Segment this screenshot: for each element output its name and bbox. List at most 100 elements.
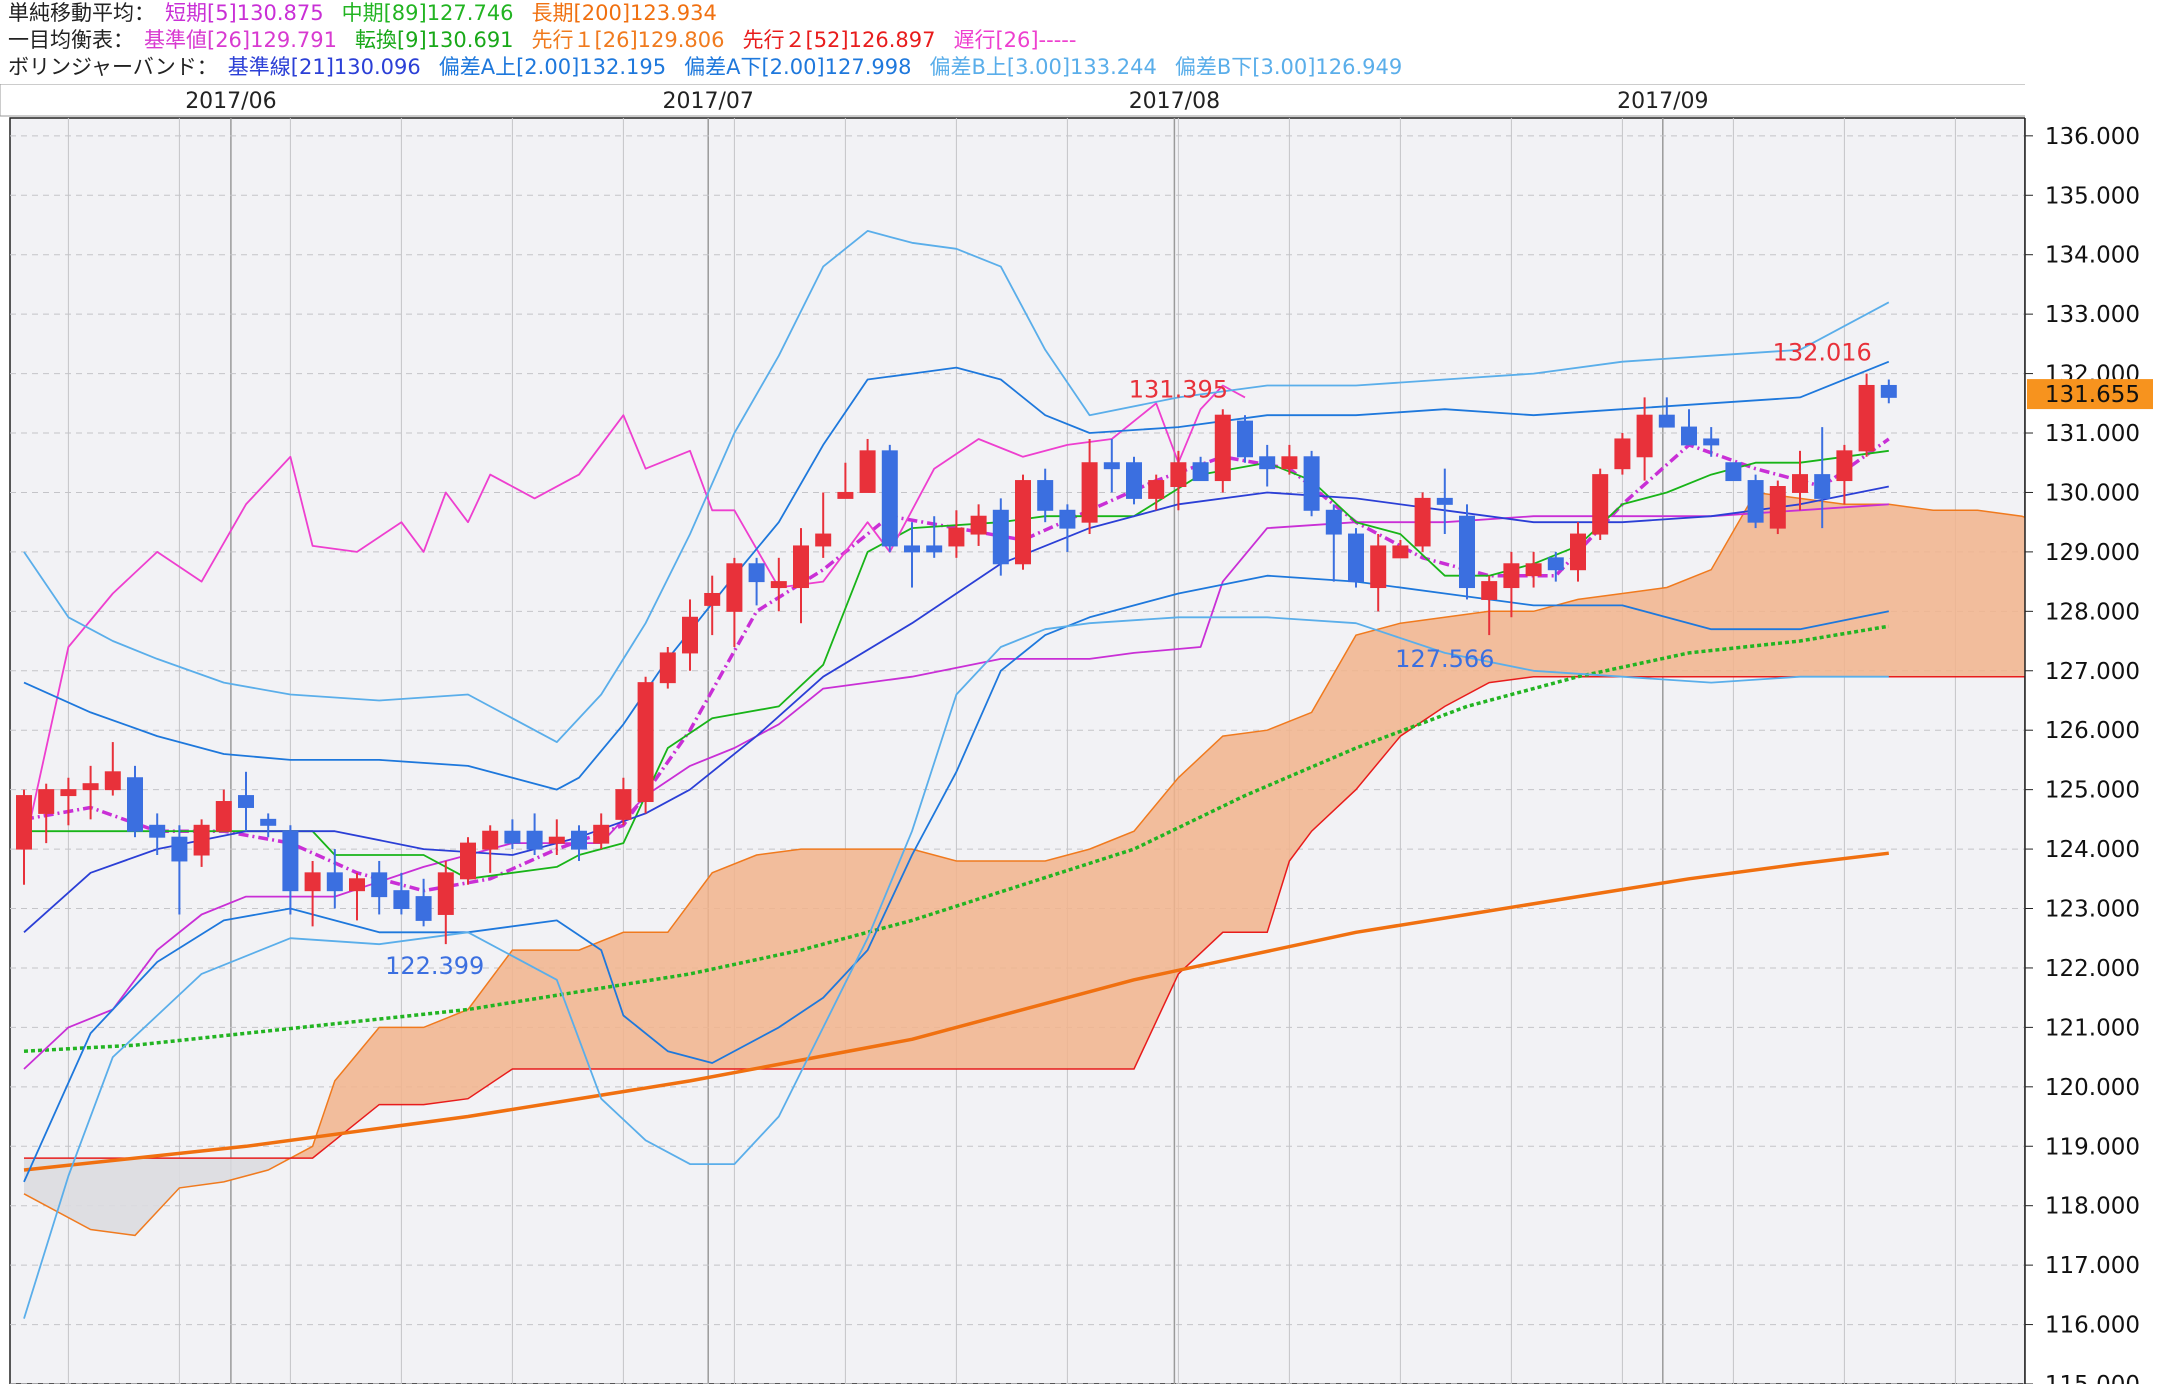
candle[interactable] [1459, 504, 1475, 600]
candle[interactable] [815, 492, 832, 558]
price-axis-bg [2025, 84, 2160, 1384]
candle[interactable] [215, 789, 232, 832]
candle[interactable] [149, 813, 166, 856]
series-line [23, 230, 1890, 743]
candle-body [1459, 515, 1475, 589]
candle[interactable] [1392, 540, 1409, 559]
candle[interactable] [371, 860, 388, 915]
candle[interactable] [948, 510, 965, 558]
candle[interactable] [460, 837, 476, 885]
candle[interactable] [504, 819, 521, 850]
candle[interactable] [1192, 456, 1209, 482]
candle[interactable] [1281, 444, 1298, 475]
candlestick-chart[interactable]: 2017/06 2017/07 2017/08 2017/09 132.016 131.… [0, 84, 2160, 1384]
candle[interactable] [1658, 397, 1675, 428]
candle[interactable] [1725, 462, 1742, 482]
candle[interactable] [1015, 474, 1031, 570]
candle[interactable] [1414, 492, 1431, 552]
candle[interactable] [1858, 373, 1875, 457]
candle[interactable] [1126, 456, 1142, 505]
candle[interactable] [748, 557, 765, 606]
candle[interactable] [659, 646, 676, 689]
plot-area[interactable] [9, 117, 2026, 1384]
candle[interactable] [38, 783, 55, 844]
candle[interactable] [904, 522, 920, 588]
candle[interactable] [1503, 551, 1520, 618]
candle[interactable] [1747, 474, 1764, 529]
candle[interactable] [1103, 438, 1120, 493]
candle[interactable] [1170, 450, 1187, 511]
candle[interactable] [1681, 409, 1697, 446]
candle[interactable] [593, 813, 610, 850]
candle[interactable] [16, 789, 32, 885]
candle[interactable] [349, 872, 365, 921]
candle[interactable] [926, 516, 943, 558]
candle[interactable] [1436, 468, 1453, 535]
candle[interactable] [571, 825, 587, 861]
candle[interactable] [60, 777, 77, 826]
candle[interactable] [1792, 450, 1808, 511]
candle[interactable] [970, 504, 987, 546]
candle[interactable] [1059, 504, 1076, 552]
candle[interactable] [793, 528, 809, 624]
candle[interactable] [526, 813, 543, 856]
candle[interactable] [127, 765, 143, 838]
candle[interactable] [1348, 528, 1364, 588]
candle[interactable] [260, 813, 277, 838]
candle[interactable] [615, 777, 632, 826]
candle-body [837, 491, 854, 499]
candle[interactable] [193, 819, 210, 867]
candle[interactable] [726, 557, 743, 647]
candle[interactable] [1481, 575, 1498, 636]
candle[interactable] [1636, 397, 1653, 481]
candle[interactable] [1037, 468, 1054, 523]
price-tick-label: 116.000 [2045, 1313, 2140, 1339]
candle[interactable] [1148, 474, 1165, 511]
candle[interactable] [704, 575, 721, 636]
candle[interactable] [1370, 534, 1387, 612]
candle[interactable] [393, 872, 410, 915]
current-price-label: 131.655 [2045, 382, 2140, 408]
candle[interactable] [1570, 522, 1586, 582]
candles[interactable] [16, 373, 1897, 945]
candle[interactable] [1703, 427, 1720, 457]
candle[interactable] [1614, 433, 1631, 475]
candle[interactable] [238, 771, 254, 832]
month-label: 2017/06 [185, 89, 276, 114]
candle[interactable] [881, 444, 898, 552]
candle[interactable] [1880, 379, 1897, 404]
candle-body [1170, 462, 1187, 488]
candle[interactable] [171, 825, 188, 915]
candle[interactable] [1325, 504, 1342, 582]
candle[interactable] [859, 438, 876, 493]
candle[interactable] [1814, 427, 1831, 529]
candle[interactable] [1259, 444, 1276, 487]
candle[interactable] [415, 878, 432, 927]
candle[interactable] [1303, 450, 1320, 517]
candle-body [571, 830, 587, 850]
candle[interactable] [1214, 409, 1231, 493]
candle[interactable] [326, 849, 343, 909]
candle-body [1303, 456, 1320, 511]
candle[interactable] [82, 765, 99, 820]
candle[interactable] [1836, 444, 1853, 505]
candle[interactable] [682, 599, 698, 671]
candle[interactable] [1769, 480, 1786, 535]
candle[interactable] [637, 676, 654, 814]
candle[interactable] [837, 462, 854, 499]
series-line [23, 616, 1889, 1319]
candle[interactable] [282, 825, 299, 915]
candle[interactable] [1547, 551, 1564, 582]
candle[interactable] [1592, 468, 1609, 540]
candle[interactable] [1237, 415, 1253, 463]
candle[interactable] [770, 557, 787, 612]
legend-bb-upper3: 偏差B上[3.00]133.244 [929, 55, 1157, 79]
candle[interactable] [1081, 438, 1098, 535]
candle[interactable] [992, 498, 1009, 576]
candle[interactable] [548, 819, 565, 856]
candle[interactable] [437, 860, 454, 945]
candle[interactable] [1525, 551, 1542, 588]
candle[interactable] [304, 860, 321, 927]
candle[interactable] [482, 825, 499, 873]
candle[interactable] [104, 742, 121, 796]
